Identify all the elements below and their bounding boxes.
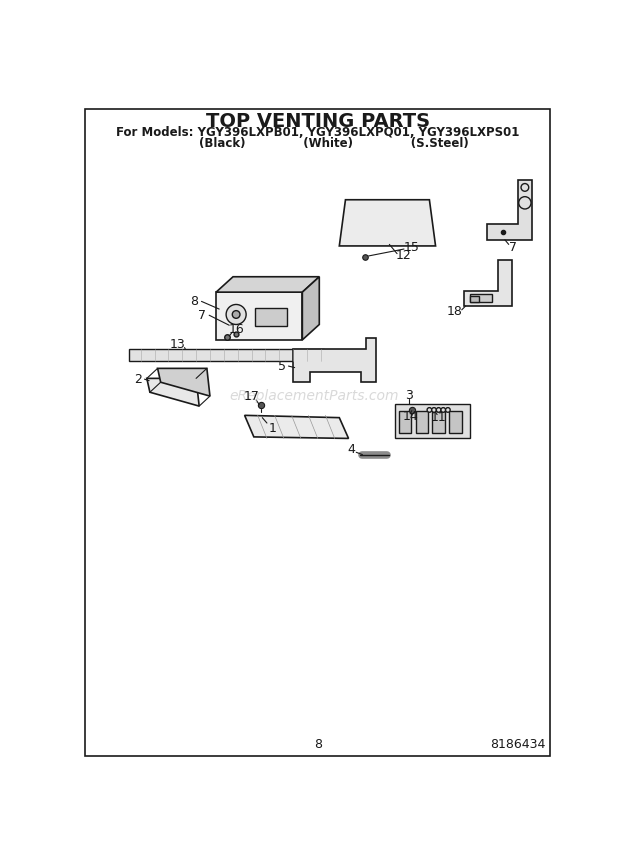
Bar — [433, 411, 445, 433]
Polygon shape — [303, 276, 319, 340]
Text: (Black)              (White)              (S.Steel): (Black) (White) (S.Steel) — [166, 137, 469, 150]
Polygon shape — [147, 378, 199, 406]
Text: 12: 12 — [396, 249, 412, 262]
Text: 8: 8 — [314, 739, 322, 752]
Circle shape — [432, 407, 436, 413]
Circle shape — [232, 311, 240, 318]
Bar — [255, 307, 287, 326]
Text: 11: 11 — [431, 411, 446, 425]
Text: 17: 17 — [244, 390, 259, 403]
Polygon shape — [487, 180, 532, 240]
Text: eReplacementParts.com: eReplacementParts.com — [229, 389, 399, 403]
Bar — [470, 294, 492, 302]
Polygon shape — [339, 199, 436, 246]
Polygon shape — [245, 415, 348, 438]
Bar — [129, 349, 324, 361]
Text: 7: 7 — [198, 309, 206, 322]
Polygon shape — [464, 260, 511, 306]
Text: 8186434: 8186434 — [490, 739, 546, 752]
Text: 1: 1 — [269, 422, 277, 435]
Text: 3: 3 — [405, 389, 412, 401]
Polygon shape — [293, 338, 376, 383]
Text: 8: 8 — [190, 294, 198, 308]
Text: 5: 5 — [278, 360, 286, 372]
Circle shape — [226, 305, 246, 324]
Text: TOP VENTING PARTS: TOP VENTING PARTS — [206, 111, 430, 131]
Text: For Models: YGY396LXPB01, YGY396LXPQ01, YGY396LXPS01: For Models: YGY396LXPB01, YGY396LXPQ01, … — [116, 126, 520, 140]
Circle shape — [427, 407, 432, 413]
Text: 18: 18 — [447, 305, 463, 318]
Text: 14: 14 — [402, 410, 418, 424]
Text: 16: 16 — [228, 323, 244, 336]
Text: 13: 13 — [170, 338, 185, 351]
Text: 15: 15 — [404, 241, 420, 254]
Circle shape — [446, 407, 450, 413]
Circle shape — [441, 407, 446, 413]
Text: 7: 7 — [508, 241, 516, 254]
Bar — [470, 296, 479, 302]
Text: 4: 4 — [347, 443, 355, 455]
Polygon shape — [216, 276, 319, 292]
Circle shape — [436, 407, 441, 413]
Bar — [399, 411, 411, 433]
Text: 2: 2 — [134, 372, 141, 386]
Bar — [450, 411, 462, 433]
Polygon shape — [216, 292, 303, 340]
Bar — [395, 404, 470, 438]
Polygon shape — [157, 368, 210, 396]
Bar — [415, 411, 428, 433]
